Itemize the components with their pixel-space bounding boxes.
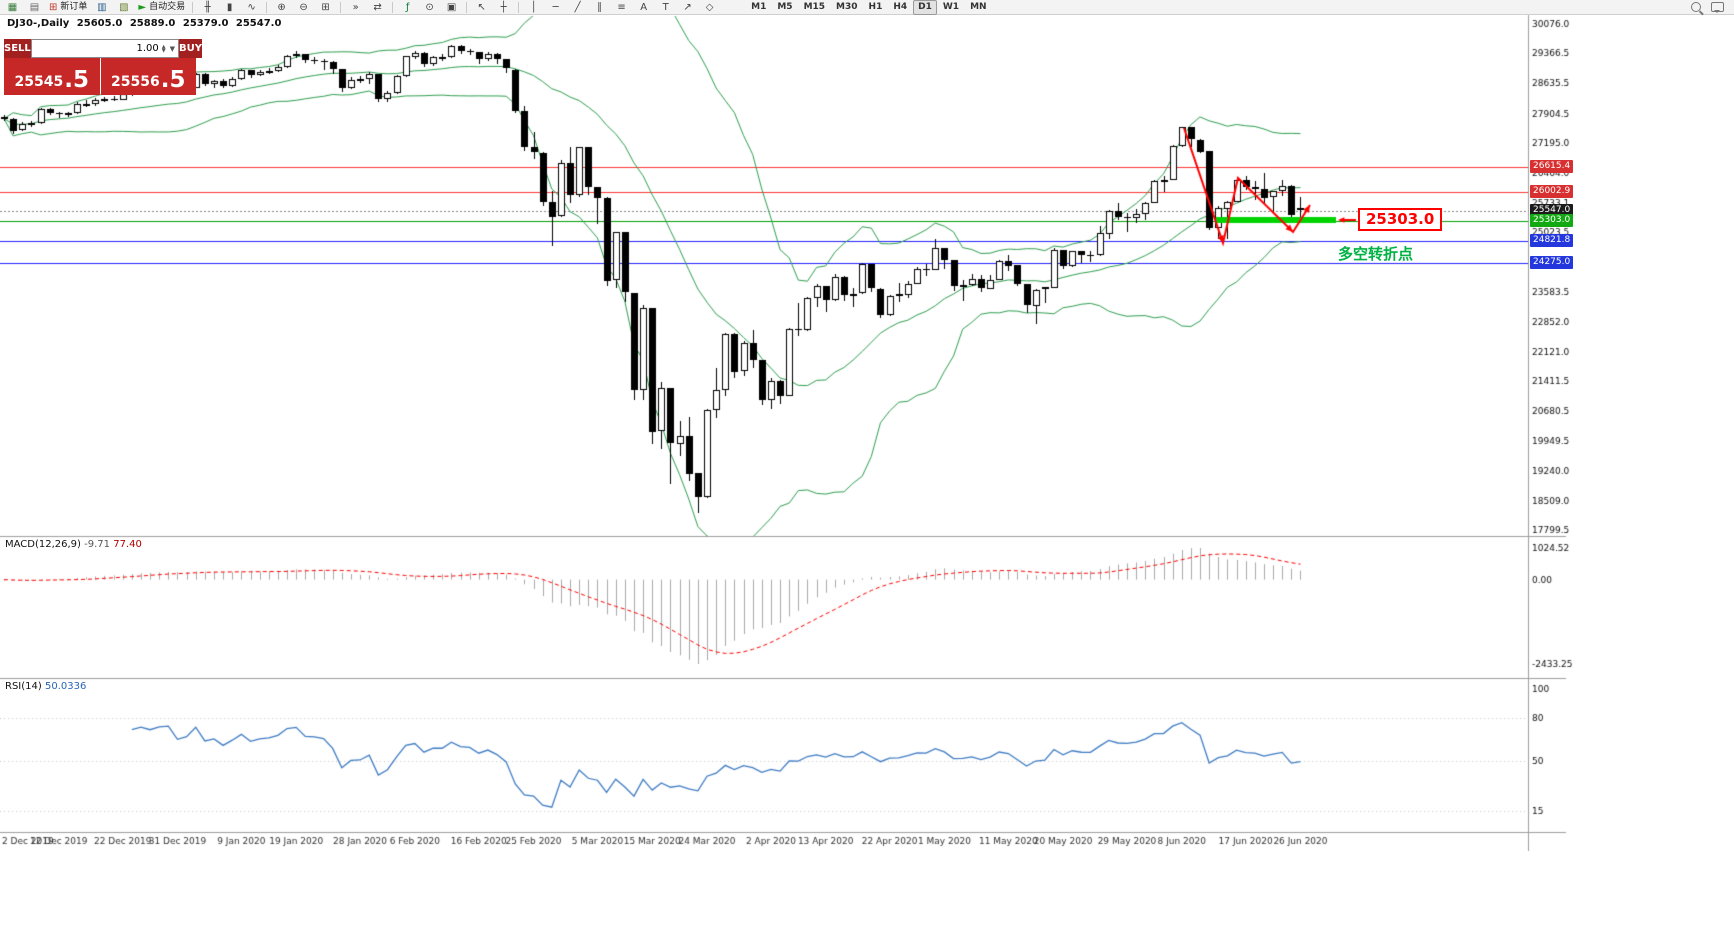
toolbar-separator xyxy=(392,1,394,13)
chart-shift-icon[interactable]: ⇄ xyxy=(373,1,382,13)
channel-icon[interactable]: ∥ xyxy=(597,1,603,13)
timeframe-MN[interactable]: MN xyxy=(970,1,987,12)
profiles-icon[interactable]: ▤ xyxy=(29,1,40,13)
toolbar-separator xyxy=(518,1,520,13)
line-chart-icon[interactable]: ∿ xyxy=(247,1,256,13)
timeframe-toolbar: M1 M5 M15 M30 H1 H4 D1 W1 MN xyxy=(746,0,991,15)
timeframe-H4[interactable]: H4 xyxy=(893,1,908,12)
auto-scroll-icon[interactable]: » xyxy=(352,1,359,13)
close-value: 25547.0 xyxy=(235,18,282,29)
open-value: 25605.0 xyxy=(76,18,123,29)
vertical-line-icon[interactable]: │ xyxy=(530,1,537,13)
timeframe-W1[interactable]: W1 xyxy=(942,1,960,12)
shapes-icon[interactable]: ◇ xyxy=(705,1,714,13)
zoom-out-icon[interactable]: ⊖ xyxy=(299,1,308,13)
arrows-icon[interactable]: ↗ xyxy=(683,1,692,13)
volume-dropdown-caret[interactable]: ▼ xyxy=(169,44,176,53)
timeframe-M15[interactable]: M15 xyxy=(803,1,826,12)
horizontal-line-icon[interactable]: ─ xyxy=(552,1,559,13)
data-window-icon[interactable]: ▧ xyxy=(119,1,129,13)
bar-chart-icon[interactable]: ╫ xyxy=(204,1,211,13)
axis-price-flag: 26002.9 xyxy=(1530,185,1574,198)
axis-price-flag: 25547.0 xyxy=(1530,204,1574,217)
low-value: 25379.0 xyxy=(182,18,229,29)
sell-button[interactable]: SELL xyxy=(4,39,31,58)
toolbar-separator xyxy=(466,1,468,13)
toolbar-separator xyxy=(266,1,268,13)
crosshair-icon[interactable]: ┼ xyxy=(500,1,507,13)
buy-button[interactable]: BUY xyxy=(179,39,203,58)
volume-input[interactable] xyxy=(31,43,161,54)
price-callout: 25303.0 xyxy=(1358,208,1443,231)
text-icon[interactable]: A xyxy=(640,1,648,13)
autotrading-button[interactable]: ► 自动交易 xyxy=(138,1,186,13)
zoom-in-icon[interactable]: ⊕ xyxy=(277,1,286,13)
main-toolbar: ▦ ▤ ⊞ 新订单 ▥ ▧ ► 自动交易 ╫ ▮ ∿ ⊕ ⊖ ⊞ » ⇄ ƒ ⊙ ▣ ↖ ┼ │ ─ ╱ ∥ ≡ A T ↗ ◇ M1 M5… xyxy=(0,0,1734,15)
timeframe-D1[interactable]: D1 xyxy=(913,0,937,15)
timeframe-M1[interactable]: M1 xyxy=(751,1,767,12)
volume-spinner[interactable]: ▲ ▼ xyxy=(161,43,166,54)
chart-ohlc-header: DJ30-,Daily 25605.0 25889.0 25379.0 2554… xyxy=(7,18,285,29)
toolbar-items: ▦ ▤ ⊞ 新订单 ▥ ▧ ► 自动交易 ╫ ▮ ∿ ⊕ ⊖ ⊞ » ⇄ ƒ ⊙ ▣ ↖ ┼ │ ─ ╱ ∥ ≡ A T ↗ ◇ xyxy=(2,0,720,15)
indicators-icon[interactable]: ƒ xyxy=(405,1,410,13)
periods-icon[interactable]: ⊙ xyxy=(425,1,434,13)
templates-icon[interactable]: ▣ xyxy=(446,1,457,13)
axis-price-flag: 24275.0 xyxy=(1530,256,1574,269)
new-chart-icon[interactable]: ▦ xyxy=(7,1,18,13)
turning-point-label: 多空转折点 xyxy=(1338,245,1414,263)
buy-price-display[interactable]: 25556 .5 xyxy=(100,58,196,95)
trendline-icon[interactable]: ╱ xyxy=(574,1,581,13)
volume-field: ▲▼ ▼ xyxy=(30,39,180,58)
high-value: 25889.0 xyxy=(129,18,176,29)
new-order-button[interactable]: ⊞ 新订单 xyxy=(49,1,88,13)
label-icon[interactable]: T xyxy=(662,1,669,13)
timeframe-H1[interactable]: H1 xyxy=(868,1,883,12)
macd-indicator-label: MACD(12,26,9) -9.71 77.40 xyxy=(5,539,142,550)
timeframe-M5[interactable]: M5 xyxy=(777,1,793,12)
axis-price-flag: 25303.0 xyxy=(1530,214,1574,227)
toolbar-separator xyxy=(192,1,194,13)
sell-price-display[interactable]: 25545 .5 xyxy=(4,58,100,95)
axis-price-flag: 26615.4 xyxy=(1530,160,1574,173)
axis-price-flag: 24821.8 xyxy=(1530,234,1574,247)
toolbar-separator xyxy=(340,1,342,13)
timeframe-M30[interactable]: M30 xyxy=(836,1,858,12)
tile-windows-icon[interactable]: ⊞ xyxy=(321,1,330,13)
one-click-trading-widget: SELL ▲▼ ▼ BUY 25545 .5 25556 .5 xyxy=(4,39,203,95)
market-watch-icon[interactable]: ▥ xyxy=(97,1,107,13)
search-icon[interactable] xyxy=(1691,2,1701,12)
symbol-period-label: DJ30-,Daily xyxy=(7,18,70,29)
toolbar-right xyxy=(1691,2,1732,13)
cursor-icon[interactable]: ↖ xyxy=(477,1,486,13)
fibonacci-icon[interactable]: ≡ xyxy=(617,1,626,13)
rsi-indicator-label: RSI(14) 50.0336 xyxy=(5,681,87,692)
candlestick-chart-icon[interactable]: ▮ xyxy=(226,1,233,13)
chat-icon[interactable] xyxy=(1711,2,1724,13)
